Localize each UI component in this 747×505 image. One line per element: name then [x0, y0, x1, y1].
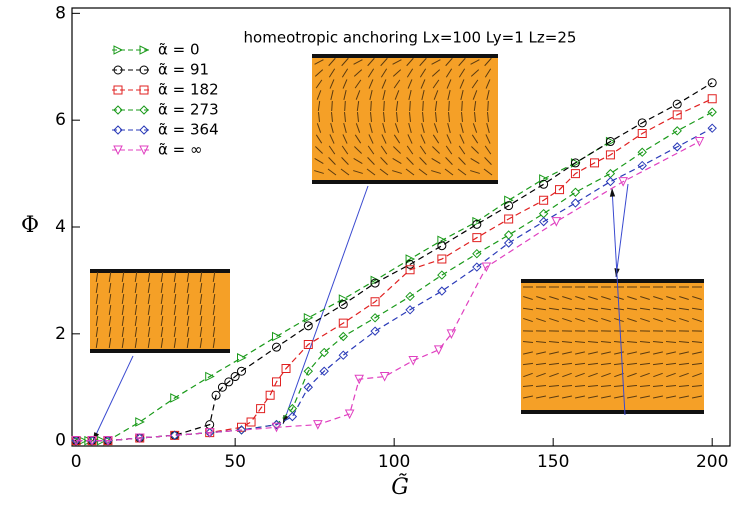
data-point [540, 210, 548, 218]
data-point [606, 178, 614, 186]
director [462, 101, 463, 111]
x-tick-label: 50 [224, 452, 246, 472]
data-point [247, 418, 255, 426]
director [410, 101, 411, 111]
x-axis-label: G̃ [391, 474, 409, 500]
data-point [606, 170, 614, 178]
data-point [266, 391, 274, 399]
y-tick-label: 2 [55, 324, 66, 344]
x-tick-label: 100 [378, 452, 410, 472]
x-tick-label: 0 [71, 452, 82, 472]
legend-label: α̃ = 0 [158, 41, 200, 59]
inset-border [521, 410, 704, 414]
legend-label: α̃ = ∞ [158, 141, 203, 159]
arrow [93, 356, 133, 441]
data-point [304, 314, 312, 322]
director [384, 101, 385, 111]
director [345, 101, 346, 111]
inset-border [312, 54, 498, 58]
inset-image [312, 56, 498, 182]
data-point [673, 127, 681, 135]
director [488, 101, 489, 111]
legend-label: α̃ = 182 [158, 81, 219, 99]
data-point [438, 287, 446, 295]
data-point [505, 231, 513, 239]
y-tick-label: 0 [55, 431, 66, 451]
inset-border [521, 279, 704, 283]
data-point [238, 354, 246, 362]
inset-border [312, 180, 498, 184]
data-point [136, 418, 144, 426]
director [371, 101, 372, 111]
legend-label: α̃ = 364 [158, 121, 219, 139]
data-point [505, 239, 513, 247]
data-point [708, 95, 716, 103]
y-tick-label: 8 [55, 3, 66, 23]
director [423, 101, 424, 111]
director [332, 101, 333, 111]
legend-label: α̃ = 273 [158, 101, 219, 119]
data-point [288, 413, 296, 421]
y-axis-label: Φ [21, 213, 39, 238]
legend-label: α̃ = 91 [158, 61, 209, 79]
arrow [616, 184, 628, 277]
data-point [571, 199, 579, 207]
data-point [571, 188, 579, 196]
y-tick-label: 4 [55, 217, 66, 237]
arrow [283, 186, 368, 424]
y-tick-label: 6 [55, 110, 66, 130]
data-point [552, 218, 560, 226]
inset-image [521, 281, 704, 412]
x-tick-label: 200 [696, 452, 728, 472]
director [449, 101, 450, 111]
inset-border [90, 349, 230, 353]
x-tick-label: 150 [537, 452, 569, 472]
chart-title: homeotropic anchoring Lx=100 Ly=1 Lz=25 [244, 29, 577, 47]
